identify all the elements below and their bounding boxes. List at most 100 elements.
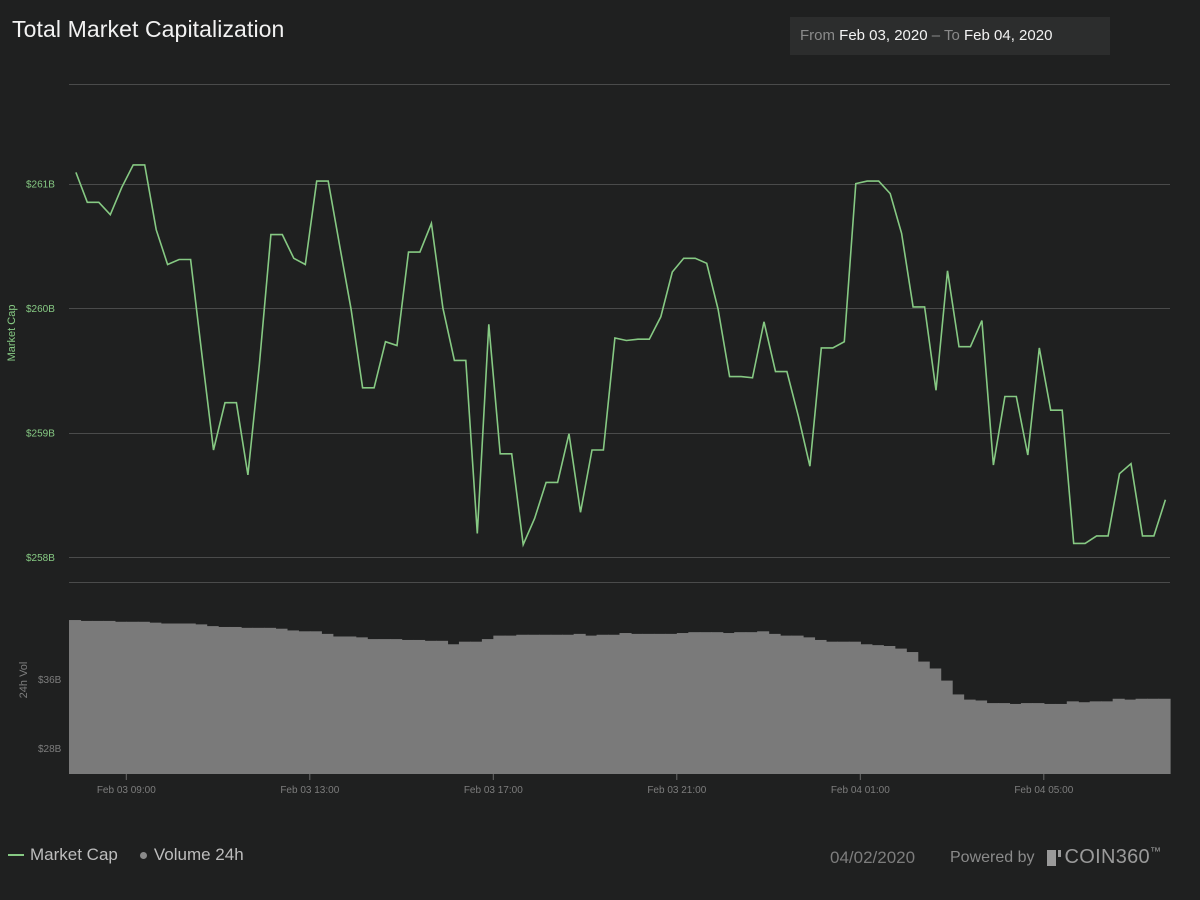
- market-cap-chart[interactable]: $258B $259B $260B $261B $28B $36B Feb 03 09:…: [0, 0, 1200, 830]
- volume-bar[interactable]: [1009, 703, 1022, 774]
- volume-bar[interactable]: [183, 623, 196, 774]
- volume-bar[interactable]: [172, 623, 185, 774]
- market-cap-point[interactable]: [864, 178, 870, 184]
- market-cap-point[interactable]: [681, 255, 687, 261]
- volume-bar[interactable]: [883, 646, 896, 774]
- volume-bar[interactable]: [860, 644, 873, 774]
- volume-bar[interactable]: [676, 633, 689, 774]
- volume-bar[interactable]: [1078, 702, 1091, 774]
- volume-bar[interactable]: [1101, 701, 1114, 774]
- volume-bar[interactable]: [1020, 703, 1033, 774]
- volume-bar[interactable]: [470, 641, 483, 774]
- market-cap-point[interactable]: [245, 472, 251, 478]
- market-cap-point[interactable]: [922, 304, 928, 310]
- volume-bar[interactable]: [390, 639, 403, 774]
- market-cap-point[interactable]: [417, 249, 423, 255]
- market-cap-point[interactable]: [532, 516, 538, 522]
- market-cap-point[interactable]: [910, 304, 916, 310]
- volume-bar[interactable]: [929, 668, 942, 774]
- market-cap-point[interactable]: [188, 257, 194, 263]
- volume-bar[interactable]: [780, 635, 793, 774]
- market-cap-point[interactable]: [279, 232, 285, 238]
- market-cap-point[interactable]: [945, 268, 951, 274]
- market-cap-point[interactable]: [830, 345, 836, 351]
- market-cap-point[interactable]: [1117, 471, 1123, 477]
- volume-bar[interactable]: [825, 641, 839, 774]
- market-cap-point[interactable]: [600, 447, 606, 453]
- market-cap-point[interactable]: [623, 338, 629, 344]
- market-cap-point[interactable]: [1025, 452, 1031, 458]
- volume-bar[interactable]: [550, 634, 563, 774]
- coin360-logo[interactable]: COIN360 ™: [1046, 846, 1162, 869]
- market-cap-point[interactable]: [589, 447, 595, 453]
- market-cap-point[interactable]: [119, 184, 125, 190]
- volume-bar[interactable]: [1147, 698, 1160, 774]
- volume-bar[interactable]: [160, 623, 173, 774]
- market-cap-point[interactable]: [876, 178, 882, 184]
- volume-bar[interactable]: [848, 641, 861, 774]
- volume-bar[interactable]: [653, 633, 666, 774]
- volume-bar[interactable]: [344, 636, 357, 774]
- market-cap-point[interactable]: [887, 191, 893, 197]
- volume-bar[interactable]: [630, 633, 644, 774]
- market-cap-point[interactable]: [1151, 533, 1157, 539]
- volume-bar[interactable]: [378, 639, 391, 774]
- volume-bar[interactable]: [493, 635, 506, 774]
- volume-bar[interactable]: [149, 622, 162, 774]
- volume-bar[interactable]: [481, 639, 494, 774]
- volume-bar[interactable]: [229, 626, 242, 774]
- volume-bar[interactable]: [206, 626, 219, 774]
- volume-bar[interactable]: [952, 694, 965, 774]
- market-cap-point[interactable]: [807, 463, 813, 469]
- volume-bar[interactable]: [688, 632, 701, 774]
- market-cap-point[interactable]: [176, 257, 182, 263]
- market-cap-point[interactable]: [73, 169, 79, 175]
- volume-bar[interactable]: [894, 648, 907, 774]
- volume-bar[interactable]: [1112, 698, 1125, 774]
- volume-bar[interactable]: [940, 680, 953, 774]
- market-cap-point[interactable]: [841, 339, 847, 345]
- market-cap-point[interactable]: [211, 447, 217, 453]
- volume-bar[interactable]: [757, 631, 770, 774]
- market-cap-point[interactable]: [440, 305, 446, 311]
- market-cap-point[interactable]: [646, 336, 652, 342]
- volume-bar[interactable]: [367, 639, 380, 774]
- market-cap-point[interactable]: [486, 321, 492, 327]
- market-cap-point[interactable]: [933, 387, 939, 393]
- volume-bar[interactable]: [573, 633, 586, 774]
- volume-bar[interactable]: [298, 631, 311, 774]
- market-cap-point[interactable]: [497, 451, 503, 457]
- volume-bar[interactable]: [413, 639, 426, 774]
- market-cap-point[interactable]: [1082, 540, 1088, 546]
- volume-bar[interactable]: [711, 632, 724, 774]
- legend-volume[interactable]: Volume 24h: [153, 845, 244, 864]
- market-cap-point[interactable]: [360, 385, 366, 391]
- market-cap-point[interactable]: [979, 318, 985, 324]
- volume-bar[interactable]: [539, 634, 552, 774]
- volume-bar[interactable]: [917, 661, 930, 774]
- market-cap-point[interactable]: [337, 243, 343, 249]
- market-cap-point[interactable]: [692, 255, 698, 261]
- market-cap-point[interactable]: [784, 369, 790, 375]
- market-cap-point[interactable]: [635, 336, 641, 342]
- volume-bar[interactable]: [791, 635, 804, 774]
- market-cap-point[interactable]: [1013, 394, 1019, 400]
- volume-bar[interactable]: [665, 633, 678, 774]
- market-cap-point[interactable]: [818, 345, 824, 351]
- market-cap-point[interactable]: [268, 232, 274, 238]
- volume-bar[interactable]: [447, 644, 460, 774]
- market-cap-point[interactable]: [1094, 533, 1100, 539]
- volume-bar[interactable]: [1055, 703, 1068, 774]
- market-cap-point[interactable]: [142, 162, 148, 168]
- volume-bar[interactable]: [699, 632, 712, 774]
- volume-bar[interactable]: [619, 633, 632, 774]
- market-cap-point[interactable]: [291, 255, 297, 261]
- volume-bar[interactable]: [103, 620, 116, 774]
- volume-bar[interactable]: [608, 634, 621, 774]
- market-cap-point[interactable]: [990, 462, 996, 468]
- date-range-picker[interactable]: From Feb 03, 2020 – To Feb 04, 2020: [790, 17, 1110, 55]
- market-cap-point[interactable]: [451, 357, 457, 363]
- market-cap-point[interactable]: [406, 249, 412, 255]
- market-cap-point[interactable]: [233, 400, 239, 406]
- market-cap-point[interactable]: [543, 479, 549, 485]
